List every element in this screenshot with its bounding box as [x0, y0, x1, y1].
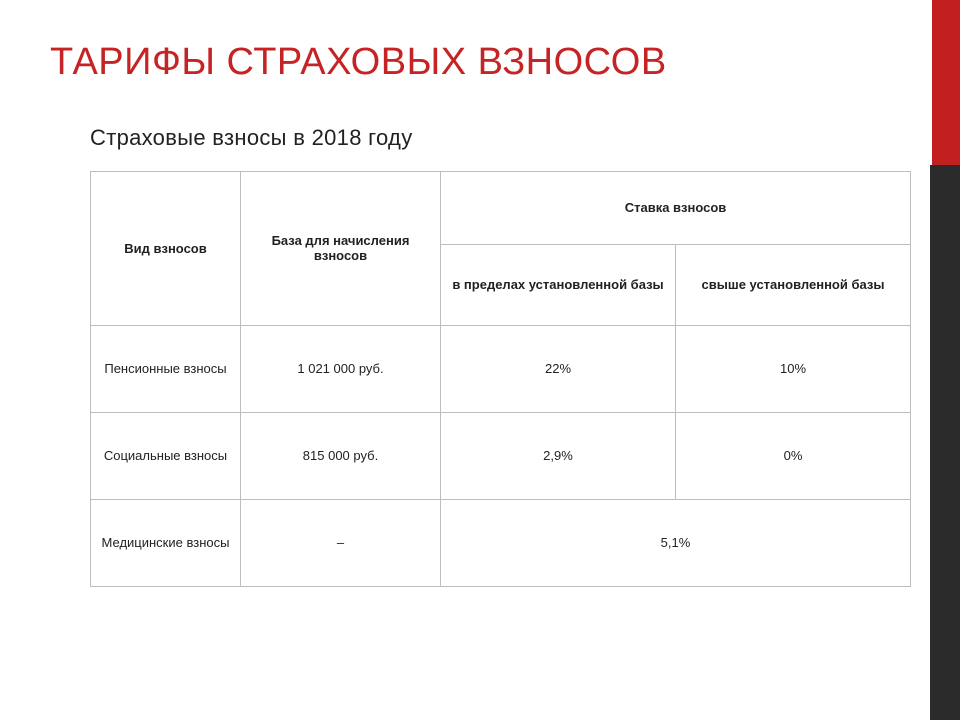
slide: ТАРИФЫ СТРАХОВЫХ ВЗНОСОВ Страховые взнос…: [0, 0, 960, 720]
table-row: Медицинские взносы – 5,1%: [91, 499, 911, 586]
col-header-base: База для начисления взносов: [241, 171, 441, 325]
cell-base: 815 000 руб.: [241, 412, 441, 499]
slide-title: ТАРИФЫ СТРАХОВЫХ ВЗНОСОВ: [50, 40, 750, 85]
cell-kind: Социальные взносы: [91, 412, 241, 499]
cell-kind: Пенсионные взносы: [91, 325, 241, 412]
cell-kind: Медицинские взносы: [91, 499, 241, 586]
accent-bar-dark: [930, 165, 960, 720]
col-header-rate-group: Ставка взносов: [441, 171, 911, 244]
cell-base: 1 021 000 руб.: [241, 325, 441, 412]
table-row: Пенсионные взносы 1 021 000 руб. 22% 10%: [91, 325, 911, 412]
cell-within: 22%: [441, 325, 676, 412]
contributions-table: Вид взносов База для начисления взносов …: [90, 171, 911, 587]
col-subheader-within: в пределах установленной базы: [441, 244, 676, 325]
cell-merged-rate: 5,1%: [441, 499, 911, 586]
slide-subtitle: Страховые взносы в 2018 году: [90, 125, 910, 151]
cell-above: 10%: [676, 325, 911, 412]
accent-bar-red: [932, 0, 960, 165]
cell-within: 2,9%: [441, 412, 676, 499]
table-body: Пенсионные взносы 1 021 000 руб. 22% 10%…: [91, 325, 911, 586]
col-subheader-above: свыше установленной базы: [676, 244, 911, 325]
table-row: Социальные взносы 815 000 руб. 2,9% 0%: [91, 412, 911, 499]
cell-base: –: [241, 499, 441, 586]
col-header-kind: Вид взносов: [91, 171, 241, 325]
cell-above: 0%: [676, 412, 911, 499]
table-header-row: Вид взносов База для начисления взносов …: [91, 171, 911, 244]
